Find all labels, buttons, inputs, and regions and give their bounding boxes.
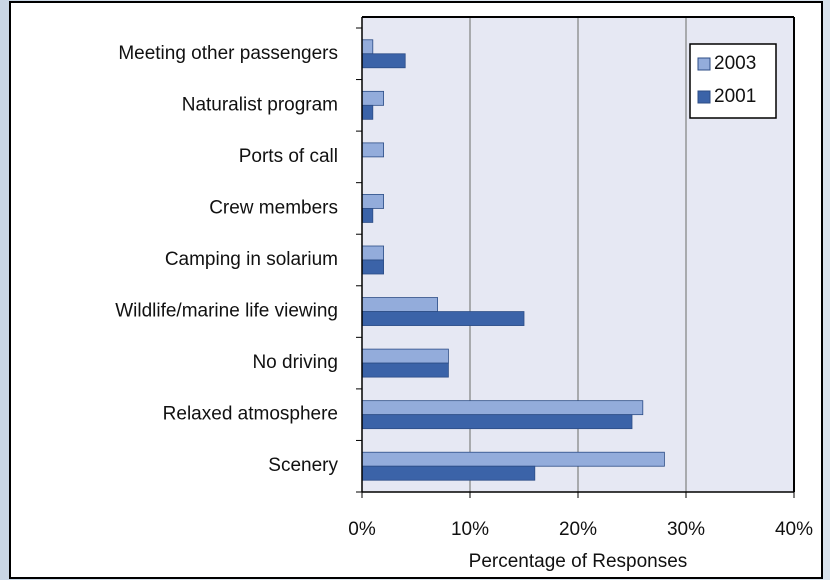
bar [361,297,438,312]
bar [361,400,644,416]
bar [361,90,385,106]
y-tick-label: Crew members [209,197,338,218]
bar [361,194,385,209]
bar [361,259,385,275]
bar [361,465,536,481]
bar [361,311,525,326]
bar [361,39,374,55]
x-tick-label: 40% [775,519,813,540]
y-tick-label: Naturalist program [182,94,338,115]
legend-swatch [697,90,711,104]
bar [361,245,385,261]
bar [361,362,449,378]
y-tick-label: Camping in solarium [165,249,338,270]
x-tick-label: 30% [667,519,705,540]
y-tick-label: Meeting other passengers [118,43,338,64]
legend-swatch [697,57,711,71]
y-tick-label: Scenery [268,455,338,476]
bar [361,104,374,120]
x-tick-label: 0% [348,519,376,540]
bar [361,348,449,364]
legend-label: 2001 [714,86,756,107]
bar [361,414,633,430]
x-axis-title: Percentage of Responses [469,551,688,572]
bar [361,208,374,223]
y-tick-label: Relaxed atmosphere [163,404,338,425]
bar [361,451,665,467]
y-tick-label: No driving [252,352,338,373]
legend-label: 2003 [714,53,756,74]
y-tick-label: Wildlife/marine life viewing [115,301,338,322]
x-tick-label: 20% [559,519,597,540]
x-tick-label: 10% [451,519,489,540]
bar [361,142,385,158]
bar [361,53,406,69]
legend-box [689,43,777,119]
y-tick-label: Ports of call [239,146,338,167]
